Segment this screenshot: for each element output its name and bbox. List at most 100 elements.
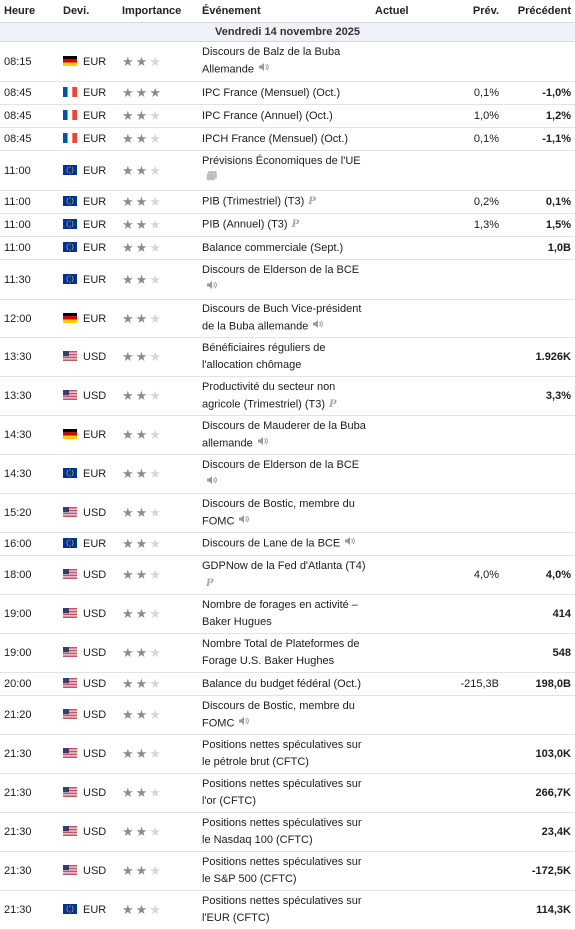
event-cell[interactable]: Discours de Mauderer de la Buba allemand… [198,415,371,455]
event-cell[interactable]: GDPNow de la Fed d'Atlanta (T4) P [198,555,371,595]
table-row[interactable]: 08:45 EUR ★★★ IPC France (Mensuel) (Oct.) 0,… [0,81,575,105]
table-row[interactable]: 14:30 EUR ★★★ Discours de Elderson de la BC… [0,454,575,494]
event-name[interactable]: Discours de Lane de la BCE [202,537,341,550]
event-name[interactable]: Discours de Mauderer de la Buba allemand… [202,419,366,450]
event-cell[interactable]: Positions nettes spéculatives sur le Nas… [198,812,371,852]
event-name[interactable]: Productivité du secteur non agricole (Tr… [202,380,336,411]
report-icon[interactable] [206,170,217,187]
event-cell[interactable]: Nombre Total de Plateformes de Forage U.… [198,633,371,673]
header-actual[interactable]: Actuel [371,0,431,23]
event-cell[interactable]: Bénéficiaires réguliers de l'allocation … [198,337,371,377]
preliminary-icon[interactable]: P [329,398,337,410]
event-cell[interactable]: Discours de Bostic, membre du FOMC [198,695,371,735]
table-row[interactable]: 19:00 USD ★★★ Nombre de forages en activité… [0,594,575,634]
actual-value [371,213,431,237]
preliminary-icon[interactable]: P [308,196,316,208]
event-name[interactable]: Positions nettes spéculatives sur le Nas… [202,817,362,846]
event-cell[interactable]: Balance commerciale (Sept.) [198,236,371,260]
event-name[interactable]: Nombre de forages en activité – Baker Hu… [202,599,358,628]
event-cell[interactable]: Discours de Lane de la BCE [198,532,371,556]
header-event[interactable]: Événement [198,0,371,23]
table-row[interactable]: 11:00 EUR ★★★ Prévisions Économiques de l'U… [0,150,575,191]
event-name[interactable]: Prévisions Économiques de l'UE [202,155,361,168]
table-row[interactable]: 20:00 USD ★★★ Balance du budget fédéral (Oc… [0,672,575,696]
speaker-icon[interactable] [238,715,250,732]
table-row[interactable]: 21:30 USD ★★★ Positions nettes spéculatives… [0,851,575,891]
speaker-icon[interactable] [312,318,324,335]
event-cell[interactable]: Positions nettes spéculatives sur l'or (… [198,773,371,813]
event-cell[interactable]: Prévisions Économiques de l'UE [198,150,371,191]
table-row[interactable]: 08:15 EUR ★★★ Discours de Balz de la Buba A… [0,41,575,82]
header-currency[interactable]: Devi. [59,0,118,23]
event-cell[interactable]: Discours de Elderson de la BCE [198,259,371,300]
event-name[interactable]: Discours de Elderson de la BCE [202,458,360,471]
event-name[interactable]: PIB (Trimestriel) (T3) [202,195,305,208]
event-name[interactable]: Balance commerciale (Sept.) [202,241,344,254]
table-row[interactable]: 21:30 EUR ★★★ Positions nettes spéculatives… [0,890,575,930]
header-importance[interactable]: Importance [118,0,198,23]
event-cell[interactable]: Positions nettes spéculatives sur l'EUR … [198,890,371,930]
event-cell[interactable]: IPC France (Annuel) (Oct.) [198,104,371,128]
event-name[interactable]: IPC France (Annuel) (Oct.) [202,109,333,122]
speaker-icon[interactable] [257,435,268,452]
header-time[interactable]: Heure [0,0,59,23]
event-name[interactable]: Discours de Buch Vice-président de la Bu… [202,303,362,333]
table-row[interactable]: 21:20 USD ★★★ Discours de Bostic, membre du… [0,695,575,735]
table-row[interactable]: 18:00 USD ★★★ GDPNow de la Fed d'Atlanta (T… [0,555,575,595]
event-name[interactable]: Positions nettes spéculatives sur l'EUR … [202,895,362,924]
event-name[interactable]: Balance du budget fédéral (Oct.) [202,677,361,690]
table-row[interactable]: 13:30 USD ★★★ Productivité du secteur non a… [0,376,575,416]
table-row[interactable]: 21:30 USD ★★★ Positions nettes spéculatives… [0,734,575,774]
table-row[interactable]: 15:20 USD ★★★ Discours de Bostic, membre du… [0,493,575,533]
event-cell[interactable]: Discours de Buch Vice-président de la Bu… [198,299,371,338]
speaker-icon[interactable] [344,535,355,552]
event-cell[interactable]: Nombre de forages en activité – Baker Hu… [198,594,371,634]
event-cell[interactable]: Discours de Bostic, membre du FOMC [198,493,371,533]
table-row[interactable]: 13:30 USD ★★★ Bénéficiaires réguliers de l'… [0,337,575,377]
preliminary-icon[interactable]: P [206,577,214,589]
table-row[interactable]: 08:45 EUR ★★★ IPCH France (Mensuel) (Oct.) 0… [0,127,575,151]
event-name[interactable]: Bénéficiaires réguliers de l'allocation … [202,342,326,371]
speaker-icon[interactable] [206,474,217,491]
event-name[interactable]: IPC France (Mensuel) (Oct.) [202,86,341,99]
event-cell[interactable]: PIB (Annuel) (T3) P [198,213,371,237]
event-cell[interactable]: Discours de Elderson de la BCE [198,454,371,494]
header-previous[interactable]: Précédent [503,0,575,23]
table-row[interactable]: 21:30 USD ★★★ Positions nettes spéculatives… [0,812,575,852]
preliminary-icon[interactable]: P [291,219,300,231]
event-name[interactable]: IPCH France (Mensuel) (Oct.) [202,132,349,145]
speaker-icon[interactable] [258,61,269,78]
event-name[interactable]: Nombre Total de Plateformes de Forage U.… [202,638,360,667]
event-name[interactable]: PIB (Annuel) (T3) [202,218,288,231]
event-name[interactable]: Positions nettes spéculatives sur l'or (… [202,778,362,807]
event-cell[interactable]: IPC France (Mensuel) (Oct.) [198,81,371,105]
event-name[interactable]: Discours de Bostic, membre du FOMC [202,497,355,528]
actual-value [371,415,431,455]
table-row[interactable]: 12:00 EUR ★★★ Discours de Buch Vice-préside… [0,299,575,338]
table-row[interactable]: 21:30 USD ★★★ Positions nettes spéculatives… [0,773,575,813]
event-cell[interactable]: Discours de Balz de la Buba Allemande [198,41,371,82]
table-row[interactable]: 11:00 EUR ★★★ PIB (Annuel) (T3) P 1,3% 1,5% [0,213,575,237]
table-row[interactable]: 16:00 EUR ★★★ Discours de Lane de la BCE [0,532,575,556]
event-cell[interactable]: Balance du budget fédéral (Oct.) [198,672,371,696]
event-cell[interactable]: Productivité du secteur non agricole (Tr… [198,376,371,416]
speaker-icon[interactable] [238,513,250,530]
event-name[interactable]: Positions nettes spéculatives sur le S&P… [202,856,362,885]
table-row[interactable]: 14:30 EUR ★★★ Discours de Mauderer de la Bu… [0,415,575,455]
table-row[interactable]: 11:00 EUR ★★★ PIB (Trimestriel) (T3) P 0,2% 0,… [0,190,575,214]
event-name[interactable]: Discours de Bostic, membre du FOMC [202,699,355,730]
event-cell[interactable]: Positions nettes spéculatives sur le pét… [198,734,371,774]
table-row[interactable]: 11:00 EUR ★★★ Balance commerciale (Sept.) 1,… [0,236,575,260]
event-name[interactable]: Discours de Balz de la Buba Allemande [202,46,341,76]
event-name[interactable]: GDPNow de la Fed d'Atlanta (T4) [202,559,366,572]
header-forecast[interactable]: Prév. [431,0,503,23]
speaker-icon[interactable] [206,279,217,296]
table-row[interactable]: 19:00 USD ★★★ Nombre Total de Plateformes d… [0,633,575,673]
event-cell[interactable]: IPCH France (Mensuel) (Oct.) [198,127,371,151]
event-cell[interactable]: Positions nettes spéculatives sur le S&P… [198,851,371,891]
event-name[interactable]: Discours de Elderson de la BCE [202,264,360,277]
event-cell[interactable]: PIB (Trimestriel) (T3) P [198,190,371,214]
table-row[interactable]: 11:30 EUR ★★★ Discours de Elderson de la BC… [0,259,575,300]
table-row[interactable]: 08:45 EUR ★★★ IPC France (Annuel) (Oct.) 1,0… [0,104,575,128]
event-name[interactable]: Positions nettes spéculatives sur le pét… [202,739,362,768]
